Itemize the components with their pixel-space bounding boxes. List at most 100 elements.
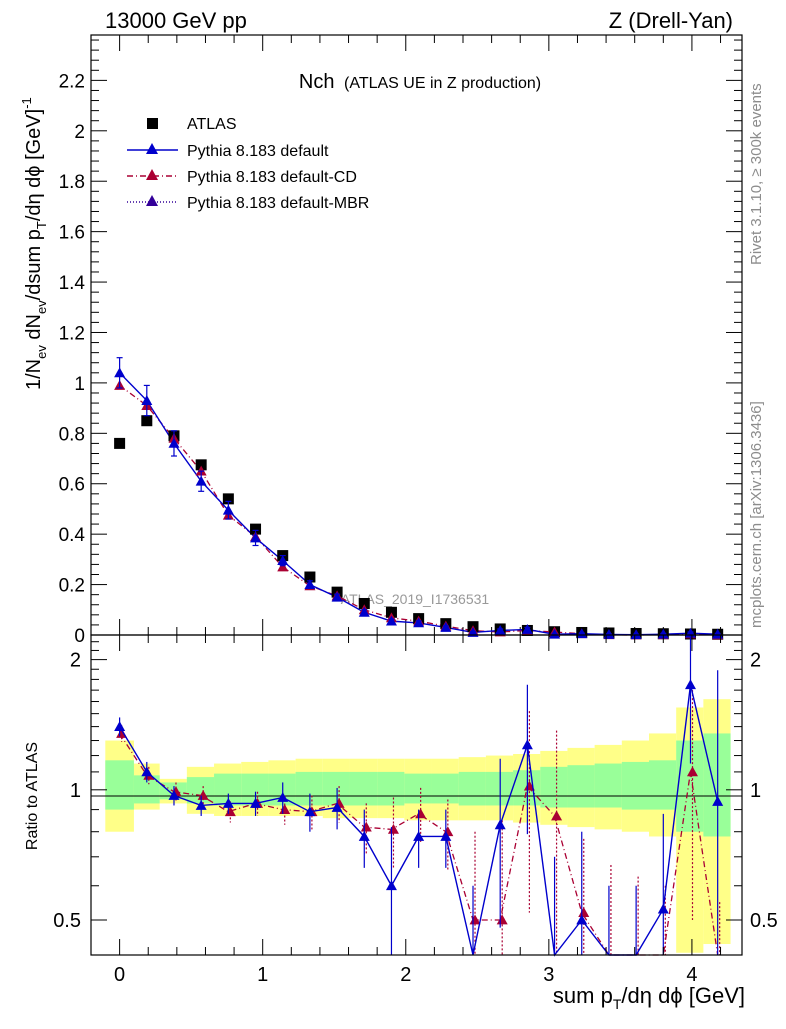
ratio-point-default — [304, 806, 316, 817]
atlas-data-point — [195, 459, 207, 471]
mcplots-label: mcplots.cern.ch [arXiv:1306.3436] — [748, 401, 765, 628]
ratio-point-default — [684, 679, 696, 690]
main-y-tick-label: 1 — [74, 374, 85, 395]
ratio-y-tick-label-right: 2 — [750, 650, 761, 672]
atlas-data-point — [304, 571, 316, 583]
ratio-band-inner — [431, 773, 459, 804]
main-point-default — [385, 615, 397, 626]
x-tick-label: 3 — [543, 964, 554, 986]
ratio-point-default — [576, 914, 588, 925]
legend-label-default: Pythia 8.183 default — [187, 143, 329, 160]
ratio-point-default — [521, 739, 533, 750]
ratio-y-tick-label: 2 — [70, 650, 81, 672]
ratio-band-inner — [349, 771, 378, 806]
ratio-y-tick-label-right: 0.5 — [750, 910, 778, 932]
x-tick-label: 4 — [686, 964, 697, 986]
legend-label-atlas: ATLAS — [187, 116, 237, 133]
ratio-point-default — [141, 766, 153, 777]
main-y-tick-label: 2 — [74, 122, 85, 143]
ratio-point-default — [657, 903, 669, 914]
main-point-default — [195, 475, 207, 486]
legend-marker-mbr — [146, 195, 158, 206]
rivet-label: Rivet 3.1.10, ≥ 300k events — [748, 83, 765, 265]
atlas-data-point — [250, 523, 262, 535]
ratio-point-default — [195, 799, 207, 810]
main-point-default — [331, 591, 343, 602]
main-point-default — [494, 624, 506, 635]
ratio-point-default — [413, 830, 425, 841]
plot-title-main: Nch — [299, 71, 335, 93]
main-point-default — [549, 628, 561, 639]
main-y-tick-label: 1.8 — [59, 172, 85, 193]
watermark: ATLAS_2019_I1736531 — [341, 591, 490, 607]
main-point-default — [222, 504, 234, 515]
ratio-point-default — [494, 819, 506, 830]
ratio-point-default-cd — [551, 810, 563, 821]
ratio-point-default — [168, 790, 180, 800]
ratio-panel: 0.5 0.5 1 1 2 2 0 1 2 3 4 Ratio to ATLAS sum pT/d… — [24, 634, 778, 1012]
main-series — [114, 357, 724, 640]
main-point-default — [304, 579, 316, 589]
ratio-y-axis-label: Ratio to ATLAS — [24, 742, 41, 850]
ratio-band-inner — [458, 771, 486, 806]
ratio-point-default-cd — [578, 907, 590, 918]
x-tick-label: 0 — [114, 964, 125, 986]
ratio-band-inner — [703, 733, 731, 837]
main-y-tick-label: 2.2 — [59, 71, 85, 92]
ratio-point-default — [114, 721, 126, 732]
main-y-tick-label: 1.4 — [59, 273, 86, 294]
ratio-band-inner — [322, 771, 350, 806]
main-y-tick-label: 1.6 — [59, 223, 85, 244]
ratio-point-default-cd — [686, 766, 698, 777]
ratio-point-default — [331, 802, 343, 812]
main-y-ticks: 0 0.2 0.4 0.6 0.8 1 1.2 1.4 1.6 1.8 2 2.2 — [59, 39, 742, 647]
ratio-point-default-cd — [279, 804, 291, 814]
ratio-point-default-cd — [523, 780, 535, 791]
ratio-frame — [90, 634, 743, 956]
ratio-band-inner — [676, 740, 704, 832]
main-point-default — [358, 606, 370, 617]
ratio-band-inner — [105, 760, 134, 810]
main-point-default — [277, 555, 289, 566]
main-point-default — [114, 367, 126, 378]
main-point-default — [440, 621, 452, 632]
ratio-point-default-cd — [197, 790, 209, 800]
atlas-data-point — [358, 597, 370, 609]
ratio-band-inner — [295, 771, 323, 806]
main-y-tick-label: 0.2 — [59, 576, 85, 597]
main-point-default — [657, 628, 669, 639]
main-point-default — [168, 437, 180, 448]
plot-title: Nch (ATLAS UE in Z production) — [299, 71, 541, 93]
ratio-bands — [105, 699, 731, 953]
ratio-y-tick-label: 0.5 — [53, 910, 81, 932]
x-tick-label: 1 — [257, 964, 268, 986]
main-point-default-cd — [277, 561, 289, 572]
main-panel: Nch (ATLAS UE in Z production) ATLAS_201… — [19, 34, 743, 647]
main-y-axis-label: 1/Nev dNev/dsum pT/dη dϕ [GeV]-1 — [19, 97, 49, 390]
ratio-point-default-cd — [360, 821, 372, 832]
ratio-point-default-cd — [469, 914, 481, 925]
ratio-y-ticks: 0.5 0.5 1 1 2 2 — [53, 641, 778, 932]
ratio-y-tick-label: 1 — [70, 780, 81, 802]
ratio-band-inner — [377, 771, 405, 806]
ratio-point-default — [440, 830, 452, 841]
legend-marker-cd — [146, 169, 158, 180]
main-y-tick-label: 1.2 — [59, 323, 85, 344]
ratio-point-default — [222, 797, 234, 808]
legend-label-mbr: Pythia 8.183 default-MBR — [187, 195, 369, 212]
ratio-point-default-cd — [415, 808, 427, 819]
ratio-band-inner — [567, 765, 595, 808]
atlas-data-point — [222, 493, 234, 505]
atlas-data-point — [114, 437, 126, 449]
main-y-tick-label: 0.8 — [59, 424, 85, 445]
ratio-band-inner — [594, 763, 622, 808]
legend-label-cd: Pythia 8.183 default-CD — [187, 169, 357, 186]
main-point-default — [576, 628, 588, 639]
atlas-data-point — [385, 606, 397, 618]
ratio-band-inner — [621, 761, 649, 810]
ratio-point-default — [277, 791, 289, 802]
ratio-band-inner — [540, 766, 568, 808]
ratio-point-default-cd — [387, 823, 399, 834]
ratio-point-default — [358, 830, 370, 841]
